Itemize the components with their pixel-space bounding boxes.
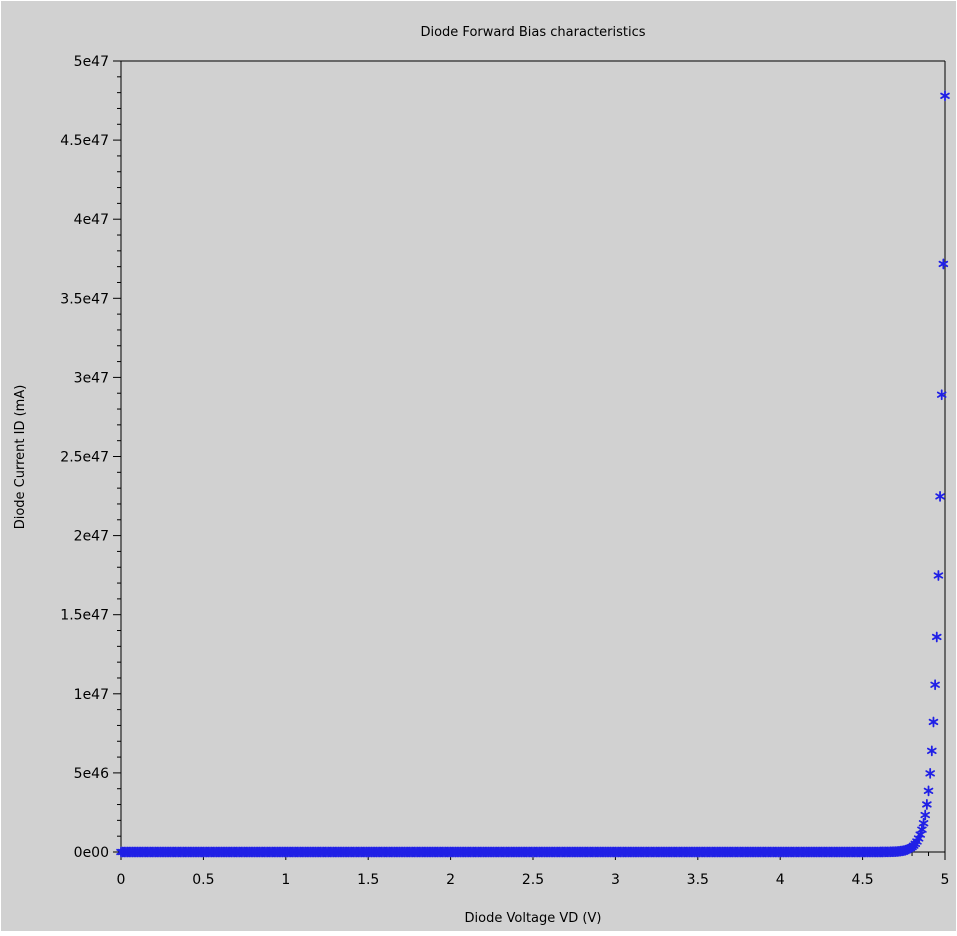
data-points (116, 90, 950, 858)
x-tick-label: 3.5 (687, 872, 709, 888)
y-ticks: 0e00 5e46 1e47 1.5e47 2e47 2.5e47 3e47 3.5e47 4e… (60, 54, 121, 861)
y-tick-label: 3.5e47 (60, 291, 109, 307)
data-point (930, 679, 940, 691)
x-tick-label: 1 (281, 872, 290, 888)
data-point (923, 785, 934, 797)
data-point (938, 258, 949, 270)
y-tick-label: 5e47 (74, 54, 109, 70)
y-tick-label: 4e47 (74, 212, 109, 228)
x-axis-label: Diode Voltage VD (V) (465, 911, 602, 926)
y-tick-label: 2e47 (74, 529, 109, 545)
data-point (927, 745, 937, 757)
x-tick-label: 3 (611, 872, 620, 888)
x-tick-label: 2.5 (522, 872, 544, 888)
y-axis-label: Diode Current ID (mA) (13, 385, 28, 530)
data-point (922, 799, 932, 810)
x-tick-label: 5 (941, 872, 950, 888)
data-point (920, 809, 931, 821)
y-tick-label: 2.5e47 (60, 450, 109, 466)
data-point (925, 767, 935, 779)
y-tick-label: 5e46 (74, 766, 109, 782)
y-tick-label: 1e47 (74, 687, 109, 703)
y-tick-label: 0e00 (74, 845, 109, 861)
data-point (918, 817, 929, 829)
chart-title: Diode Forward Bias characteristics (420, 25, 645, 40)
data-point (917, 824, 927, 836)
x-tick-label: 4.5 (851, 872, 873, 888)
data-point (940, 90, 950, 102)
x-tick-label: 2 (446, 872, 455, 888)
data-point (935, 491, 945, 502)
y-tick-label: 1.5e47 (60, 608, 109, 624)
data-point (928, 716, 939, 728)
x-tick-label: 1.5 (357, 872, 379, 888)
data-point (936, 389, 947, 401)
y-tick-label: 3e47 (74, 370, 109, 386)
x-tick-label: 0 (117, 872, 126, 888)
data-point (931, 631, 942, 643)
data-point (933, 570, 944, 581)
x-tick-label: 0.5 (192, 872, 214, 888)
y-tick-label: 4.5e47 (60, 133, 109, 149)
x-tick-label: 4 (776, 872, 785, 888)
